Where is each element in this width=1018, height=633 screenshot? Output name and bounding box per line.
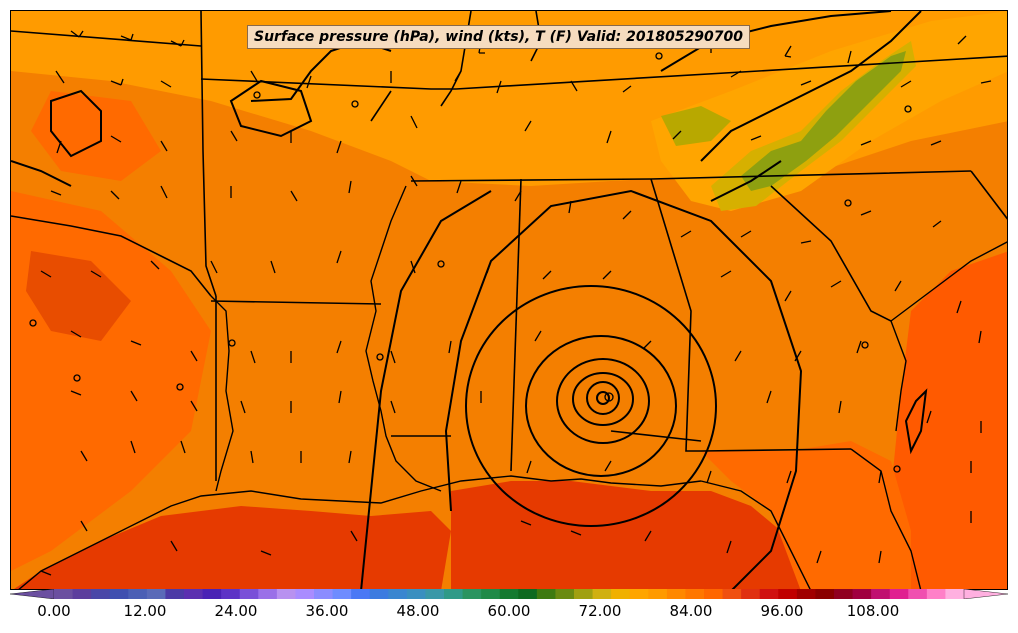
colorbar-cell xyxy=(536,589,556,599)
colorbar-cell xyxy=(778,589,798,599)
colorbar-tick-label: 96.00 xyxy=(760,602,804,620)
colorbar-cell xyxy=(555,589,575,599)
colorbar-cell xyxy=(889,589,909,599)
colorbar-cell xyxy=(91,589,111,599)
temperature-fill-mountain-green xyxy=(741,51,906,191)
colorbar-cell xyxy=(908,589,928,599)
colorbar-cell xyxy=(425,589,445,599)
map-title: Surface pressure (hPa), wind (kts), T (F… xyxy=(247,25,751,49)
colorbar-tick-label: 36.00 xyxy=(305,602,349,620)
colorbar-tick-label: 0.00 xyxy=(37,602,71,620)
colorbar-tick-label: 84.00 xyxy=(669,602,713,620)
colorbar-cell xyxy=(146,589,166,599)
colorbar-cell xyxy=(871,589,891,599)
colorbar-cell xyxy=(815,589,835,599)
colorbar-cell xyxy=(314,589,334,599)
temperature-fill-gulf-west xyxy=(14,506,451,589)
colorbar-cell xyxy=(629,589,649,599)
colorbar-cell xyxy=(276,589,296,599)
temperature-fill-west-hot xyxy=(26,251,131,341)
colorbar-cell xyxy=(258,589,278,599)
colorbar-cell xyxy=(444,589,464,599)
colorbar-extend-low xyxy=(10,589,55,599)
colorbar-cell xyxy=(759,589,779,599)
colorbar-cell xyxy=(332,589,352,599)
colorbar-tick-label: 12.00 xyxy=(123,602,167,620)
coastlines xyxy=(18,185,1007,589)
colorbar-cell xyxy=(926,589,946,599)
colorbar-cell xyxy=(741,589,761,599)
colorbar-cell xyxy=(165,589,185,599)
colorbar-cell xyxy=(72,589,92,599)
colorbar-cell xyxy=(796,589,816,599)
state-boundaries xyxy=(11,11,1007,481)
colorbar-cell xyxy=(666,589,686,599)
weather-map xyxy=(11,11,1007,589)
temperature-fill-florida xyxy=(701,441,911,589)
colorbar-cell xyxy=(239,589,259,599)
temperature-fill-atlantic xyxy=(891,251,1007,589)
colorbar-cell xyxy=(685,589,705,599)
map-panel: Surface pressure (hPa), wind (kts), T (F… xyxy=(10,10,1008,590)
colorbar-cell xyxy=(369,589,389,599)
temperature-fill-gulf-east xyxy=(451,481,801,589)
colorbar-cell xyxy=(834,589,854,599)
colorbar xyxy=(10,589,1008,599)
colorbar-cell xyxy=(462,589,482,599)
colorbar-tick-label: 72.00 xyxy=(578,602,622,620)
colorbar-cell xyxy=(518,589,538,599)
colorbar-cell xyxy=(704,589,724,599)
colorbar-tick-label: 60.00 xyxy=(487,602,531,620)
colorbar-extend-high xyxy=(963,589,1008,599)
colorbar-cells xyxy=(10,589,1008,599)
colorbar-tick-label: 48.00 xyxy=(396,602,440,620)
colorbar-cell xyxy=(184,589,204,599)
colorbar-cell xyxy=(109,589,129,599)
colorbar-tick-label: 108.00 xyxy=(846,602,900,620)
colorbar-cell xyxy=(722,589,742,599)
colorbar-tick-label: 24.00 xyxy=(214,602,258,620)
temperature-fill-ozark xyxy=(31,91,161,181)
colorbar-cell xyxy=(351,589,371,599)
colorbar-cell xyxy=(128,589,148,599)
colorbar-cell xyxy=(648,589,668,599)
colorbar-cell xyxy=(499,589,519,599)
colorbar-cell xyxy=(481,589,501,599)
colorbar-cell xyxy=(945,589,965,599)
colorbar-labels: 0.00 12.00 24.00 36.00 48.00 60.00 72.00 84.00 9… xyxy=(0,602,1018,624)
colorbar-cell xyxy=(202,589,222,599)
colorbar-cell xyxy=(574,589,594,599)
colorbar-cell xyxy=(406,589,426,599)
colorbar-cell xyxy=(54,589,74,599)
colorbar-cell xyxy=(295,589,315,599)
colorbar-cell xyxy=(611,589,631,599)
colorbar-cell xyxy=(388,589,408,599)
colorbar-cell xyxy=(592,589,612,599)
colorbar-cell xyxy=(852,589,872,599)
colorbar-cell xyxy=(221,589,241,599)
temperature-fill-mountain-olive xyxy=(661,106,731,146)
